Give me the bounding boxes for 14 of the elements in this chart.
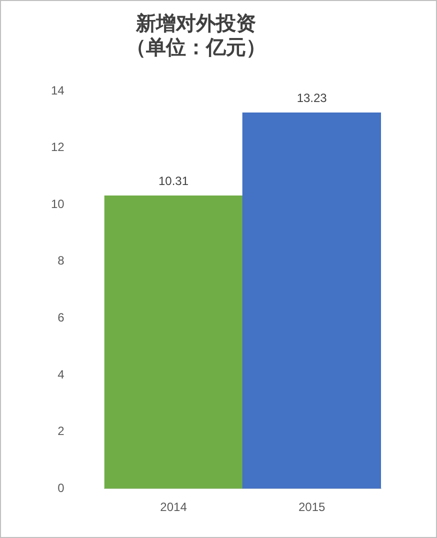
chart-title: 新增对外投资 bbox=[135, 11, 256, 36]
y-tick-label: 2 bbox=[58, 424, 65, 438]
data-label: 13.23 bbox=[296, 91, 328, 106]
x-tick-label: 2015 bbox=[298, 500, 326, 514]
y-tick-label: 12 bbox=[50, 140, 65, 154]
y-tick-label: 6 bbox=[58, 310, 65, 325]
x-tick-label: 2014 bbox=[160, 500, 188, 514]
data-label: 10.31 bbox=[158, 174, 189, 188]
y-tick-label: 8 bbox=[58, 254, 65, 268]
y-tick-label: 10 bbox=[50, 196, 65, 211]
chart-subtitle: （单位：亿元） bbox=[126, 35, 266, 60]
y-tick-label: 4 bbox=[58, 367, 65, 382]
y-tick-label: 0 bbox=[58, 480, 65, 495]
y-tick-label: 14 bbox=[50, 83, 65, 98]
